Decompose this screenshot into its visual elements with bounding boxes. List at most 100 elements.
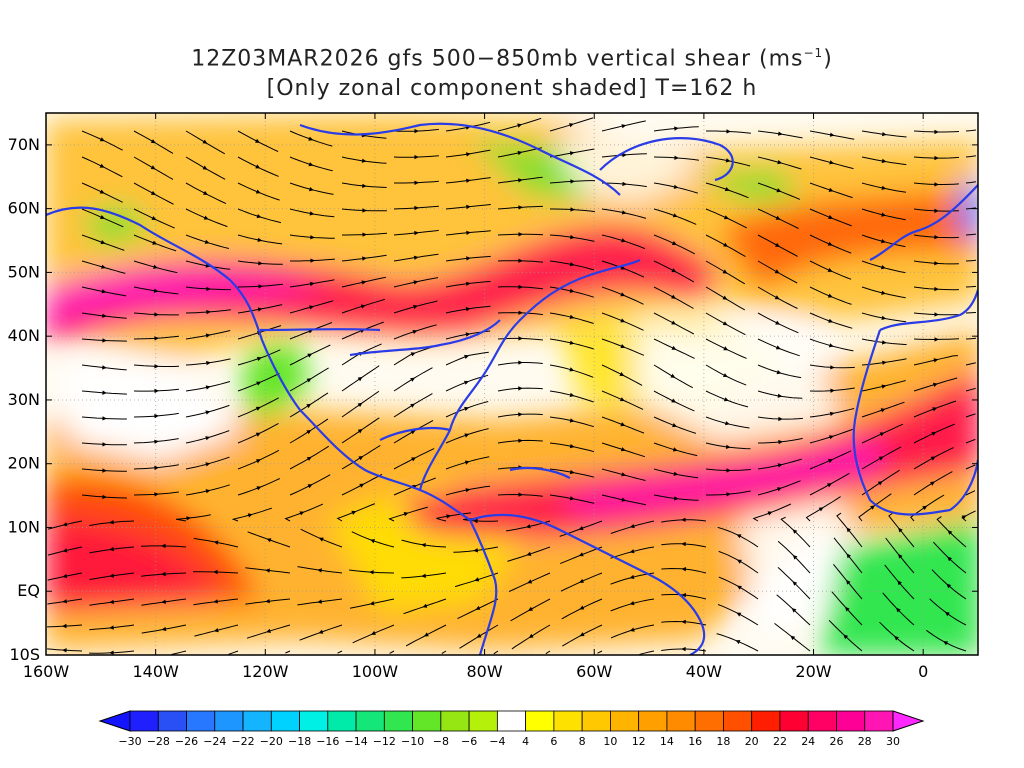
colorbar-swatch — [496, 710, 527, 732]
streamline-arrowhead — [466, 230, 471, 235]
streamline-arrowhead — [154, 336, 159, 341]
streamline-arrowhead — [828, 343, 834, 348]
streamline-arrowhead — [62, 599, 67, 604]
colorbar-tick-label: −26 — [175, 735, 198, 748]
streamline-arrowhead — [932, 407, 938, 412]
streamline-arrowhead — [569, 496, 575, 501]
streamline-arrowhead — [681, 541, 686, 547]
south-america-west-coast — [469, 519, 498, 655]
streamline-arrowhead — [881, 239, 886, 244]
streamline-arrowhead — [154, 312, 159, 317]
streamline-arrowhead — [258, 284, 263, 289]
streamline-arrowhead — [947, 530, 953, 535]
streamline-arrowhead — [846, 579, 851, 585]
streamline-arrowhead — [476, 633, 482, 638]
streamline-arrowhead — [829, 132, 835, 137]
streamline-arrowhead — [102, 390, 107, 395]
streamline-arrowhead — [102, 468, 107, 473]
caribbean-islands — [509, 466, 571, 479]
colorbar-swatch — [327, 710, 357, 732]
streamline-arrowhead — [792, 581, 798, 586]
streamline-arrowhead — [206, 309, 211, 315]
streamline-arrowhead — [674, 126, 679, 131]
streamline-arrowhead — [569, 123, 574, 128]
colorbar-tick-label: −14 — [344, 735, 367, 748]
streamline-arrowhead — [154, 388, 159, 394]
streamline-arrowhead — [256, 486, 262, 491]
streamline-arrowhead — [943, 641, 949, 646]
colorbar-swatch — [186, 710, 216, 732]
streamline-arrowhead — [882, 360, 887, 365]
chart-title-line2: [Only zonal component shaded] T=162 h — [266, 76, 758, 101]
streamline-arrowhead — [622, 181, 627, 187]
streamline-arrowhead — [579, 578, 584, 583]
streamline-arrowhead — [775, 320, 781, 325]
streamline-arrowhead — [775, 215, 781, 220]
streamline-arrowhead — [154, 465, 159, 471]
streamline — [597, 650, 603, 654]
streamline — [965, 438, 976, 444]
streamline-arrowhead — [518, 310, 523, 315]
colorbar-tick-label: 16 — [688, 735, 702, 748]
streamline-arrowhead — [109, 650, 114, 655]
streamline-arrowhead — [102, 442, 107, 447]
colorbar-swatch — [581, 710, 611, 732]
streamline — [337, 650, 343, 654]
colorbar-tick-label: 18 — [716, 735, 730, 748]
streamline-arrowhead — [878, 456, 884, 461]
streamline-arrowhead — [310, 235, 315, 240]
streamline — [441, 650, 447, 655]
streamline-arrowhead — [828, 214, 834, 219]
colorbar-tick-label: −24 — [203, 735, 226, 748]
streamline-arrowhead — [671, 241, 677, 245]
streamline-arrowhead — [102, 365, 107, 370]
shading-layer — [46, 113, 978, 655]
streamline-arrowhead — [360, 304, 366, 309]
weak-shear-region — [60, 360, 240, 460]
streamline-arrowhead — [722, 269, 728, 274]
streamline-arrowhead — [829, 411, 835, 416]
streamline-arrowhead — [671, 294, 677, 299]
lon-tick-label: 80W — [466, 662, 502, 681]
streamline-arrowhead — [671, 320, 677, 325]
streamline-arrowhead — [723, 397, 729, 402]
europe-coast — [869, 184, 978, 261]
colorbar-swatch — [355, 710, 385, 732]
streamline-arrowhead — [351, 510, 357, 515]
streamline-arrowhead — [671, 398, 677, 403]
streamline-arrowhead — [775, 345, 781, 350]
lat-tick-label: 60N — [8, 199, 40, 218]
colorbar-tick-label: −10 — [401, 735, 424, 748]
streamline-arrowhead — [569, 418, 575, 423]
streamline-arrowhead — [681, 567, 687, 572]
streamline-arrowhead — [362, 256, 367, 261]
streamline-arrowhead — [790, 635, 796, 641]
streamline-arrowhead — [961, 515, 967, 520]
streamline-arrowhead — [774, 269, 780, 274]
streamline-arrowhead — [213, 569, 218, 575]
chart-title-line1: 12Z03MAR2026 gfs 500−850mb vertical shea… — [0, 46, 1024, 71]
streamline-arrowhead — [152, 240, 158, 245]
streamline-arrowhead — [870, 505, 875, 510]
colorbar-swatch — [525, 710, 555, 732]
colorbar-tick-label: −8 — [433, 735, 449, 748]
streamline-arrowhead — [827, 293, 833, 298]
streamline-arrowhead — [518, 232, 523, 237]
streamline-arrowhead — [681, 646, 686, 652]
streamline-arrowhead — [464, 354, 470, 359]
streamline-arrowhead — [579, 605, 585, 610]
colorbar-swatch — [694, 710, 724, 732]
streamline-arrowhead — [309, 281, 315, 287]
streamline-arrowhead — [879, 432, 885, 437]
colorbar-tick-label: 6 — [550, 735, 557, 748]
streamline-arrowhead — [681, 619, 686, 624]
colorbar-swatch — [779, 710, 809, 732]
streamline — [965, 464, 976, 470]
streamline-arrowhead — [362, 183, 367, 188]
colorbar-lower-arrow — [98, 710, 131, 732]
streamline-arrowhead — [934, 286, 939, 292]
colorbar-tick-label: 10 — [603, 735, 617, 748]
streamline-arrowhead — [475, 605, 481, 610]
streamline-arrowhead — [362, 232, 367, 237]
streamline-arrowhead — [578, 526, 584, 531]
